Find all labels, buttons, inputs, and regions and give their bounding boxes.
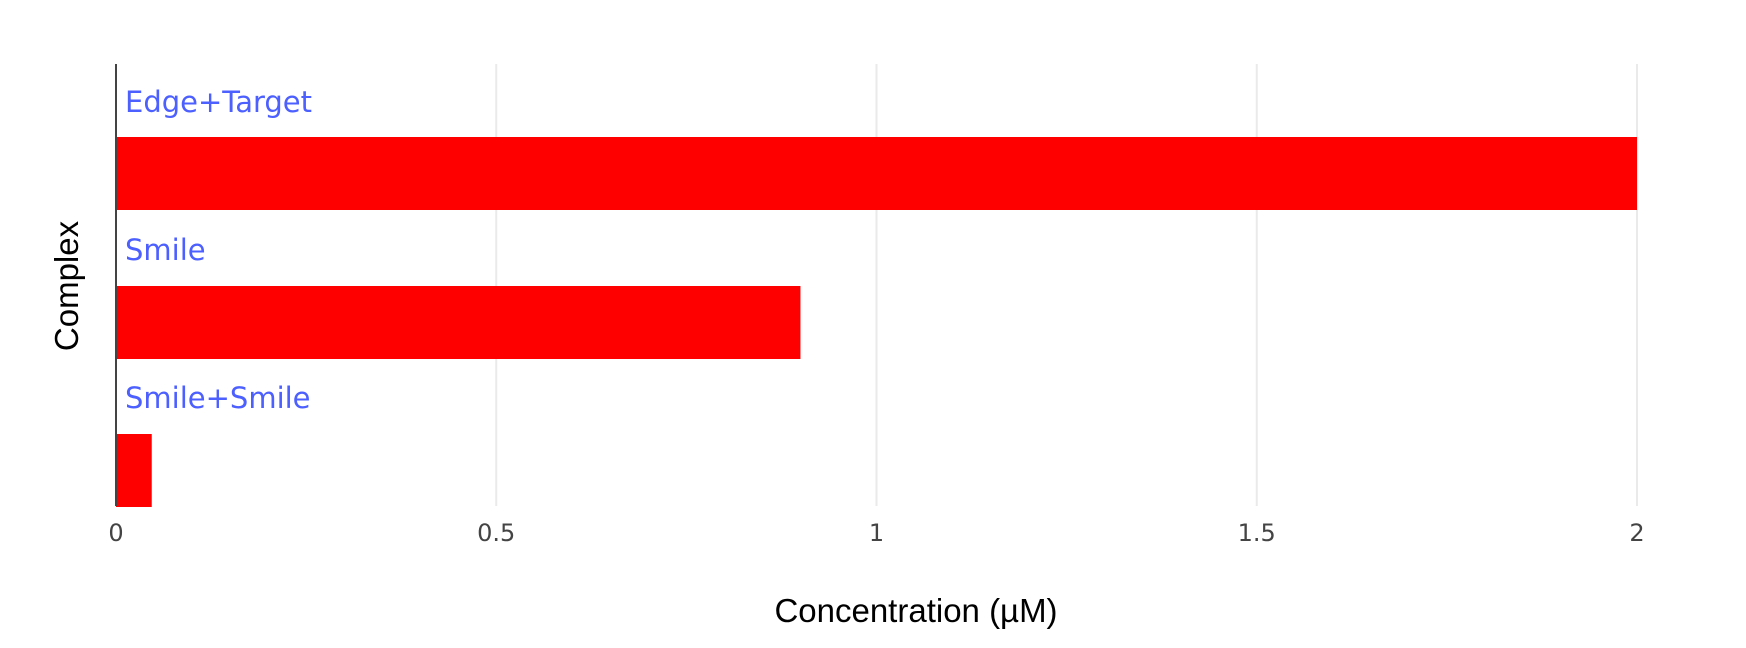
bar [116,434,152,507]
category-label: Edge+Target [125,85,312,119]
x-tick-label: 1.5 [1238,519,1276,547]
bar [116,137,1637,210]
x-tick-label: 0.5 [477,519,515,547]
category-label: Smile+Smile [125,381,311,415]
x-tick-label: 2 [1629,519,1644,547]
y-axis-title: Complex [48,220,85,351]
category-label: Smile [125,233,206,267]
x-axis-title: Concentration (µM) [774,592,1057,629]
x-tick-label: 1 [869,519,884,547]
x-tick-label: 0 [108,519,123,547]
bar [116,286,801,359]
